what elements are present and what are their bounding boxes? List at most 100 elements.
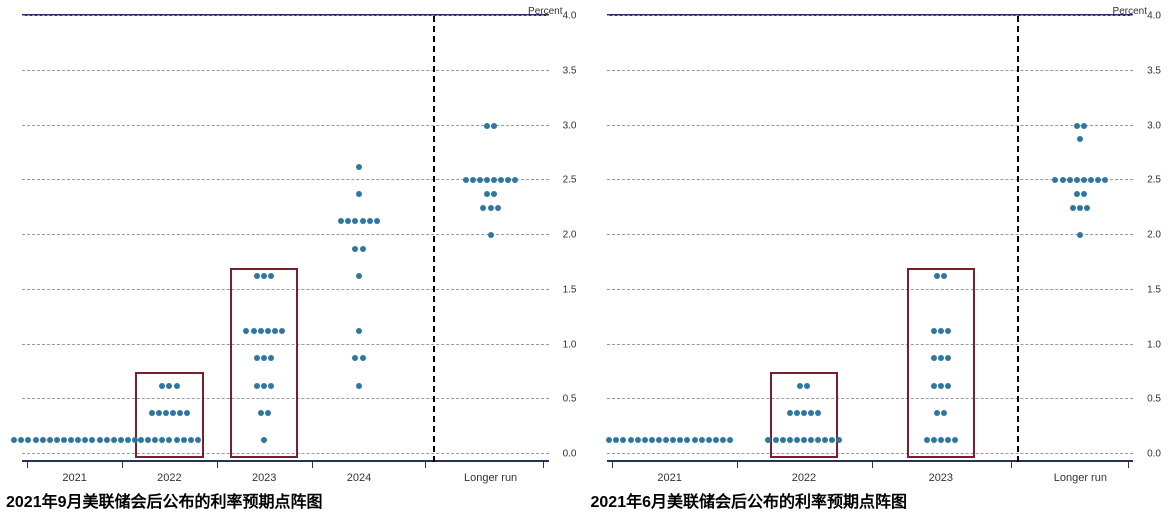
data-dot — [25, 437, 31, 443]
data-dot — [1077, 232, 1083, 238]
gridline — [22, 70, 549, 71]
data-dot — [945, 383, 951, 389]
data-dot — [628, 437, 634, 443]
y-tick-label: 0.5 — [563, 394, 577, 405]
data-dot — [166, 437, 172, 443]
data-dot — [243, 328, 249, 334]
data-dot — [356, 273, 362, 279]
data-dot — [787, 437, 793, 443]
data-dot — [808, 410, 814, 416]
data-dot — [808, 437, 814, 443]
data-dot — [801, 437, 807, 443]
data-dot — [606, 437, 612, 443]
data-dot — [170, 410, 176, 416]
data-dot — [1060, 177, 1066, 183]
y-tick-label: 2.5 — [563, 175, 577, 186]
data-dot — [934, 273, 940, 279]
y-tick-label: 4.0 — [563, 11, 577, 22]
data-dot — [642, 437, 648, 443]
data-dot — [713, 437, 719, 443]
gridline — [22, 125, 549, 126]
data-dot — [177, 410, 183, 416]
data-dot — [268, 355, 274, 361]
data-dot — [33, 437, 39, 443]
data-dot — [360, 246, 366, 252]
data-dot — [480, 205, 486, 211]
x-tick — [543, 462, 544, 468]
data-dot — [268, 273, 274, 279]
data-dot — [491, 177, 497, 183]
data-dot — [780, 437, 786, 443]
x-tick — [312, 462, 313, 468]
data-dot — [1074, 177, 1080, 183]
data-dot — [663, 437, 669, 443]
x-axis-line — [22, 460, 549, 462]
data-dot — [945, 355, 951, 361]
data-dot — [18, 437, 24, 443]
data-dot — [635, 437, 641, 443]
data-dot — [670, 437, 676, 443]
data-dot — [765, 437, 771, 443]
y-tick-label: 2.0 — [563, 230, 577, 241]
data-dot — [125, 437, 131, 443]
data-dot — [1088, 177, 1094, 183]
panel-right: Percent0.00.51.01.52.02.53.03.54.0202120… — [585, 0, 1169, 525]
caption-left: 2021年9月美联储会后公布的利率预期点阵图 — [4, 488, 581, 512]
data-dot — [61, 437, 67, 443]
y-tick-label: 2.5 — [1147, 175, 1161, 186]
y-tick-label: 3.5 — [1147, 65, 1161, 76]
data-dot — [1074, 191, 1080, 197]
data-dot — [727, 437, 733, 443]
data-dot — [149, 410, 155, 416]
data-dot — [488, 232, 494, 238]
data-dot — [931, 355, 937, 361]
data-dot — [97, 437, 103, 443]
data-dot — [11, 437, 17, 443]
data-dot — [924, 437, 930, 443]
data-dot — [195, 437, 201, 443]
y-tick-label: 3.0 — [1147, 120, 1161, 131]
data-dot — [477, 177, 483, 183]
x-tick — [737, 462, 738, 468]
data-dot — [938, 383, 944, 389]
x-label: 2021 — [657, 472, 681, 484]
data-dot — [1077, 136, 1083, 142]
data-dot — [265, 328, 271, 334]
plot-right: Percent0.00.51.01.52.02.53.03.54.0202120… — [607, 14, 1134, 454]
data-dot — [145, 437, 151, 443]
x-tick — [217, 462, 218, 468]
data-dot — [1081, 191, 1087, 197]
data-dot — [1081, 177, 1087, 183]
data-dot — [174, 383, 180, 389]
data-dot — [470, 177, 476, 183]
x-label: 2023 — [929, 472, 953, 484]
data-dot — [815, 410, 821, 416]
data-dot — [261, 355, 267, 361]
y-tick-label: 3.5 — [563, 65, 577, 76]
gridline — [607, 70, 1134, 71]
page: Percent0.00.51.01.52.02.53.03.54.0202120… — [0, 0, 1169, 525]
data-dot — [699, 437, 705, 443]
x-tick — [122, 462, 123, 468]
data-dot — [945, 437, 951, 443]
data-dot — [692, 437, 698, 443]
plot-left: Percent0.00.51.01.52.02.53.03.54.0202120… — [22, 14, 549, 454]
data-dot — [941, 410, 947, 416]
data-dot — [374, 218, 380, 224]
data-dot — [829, 437, 835, 443]
data-dot — [338, 218, 344, 224]
highlight-box — [907, 268, 975, 459]
data-dot — [181, 437, 187, 443]
data-dot — [184, 410, 190, 416]
x-tick — [1128, 462, 1129, 468]
data-dot — [75, 437, 81, 443]
y-tick-label: 1.5 — [1147, 284, 1161, 295]
data-dot — [1074, 123, 1080, 129]
longer-run-separator — [433, 16, 435, 462]
gridline — [22, 234, 549, 235]
highlight-box — [230, 268, 298, 459]
x-label: 2023 — [252, 472, 276, 484]
data-dot — [488, 205, 494, 211]
data-dot — [163, 410, 169, 416]
data-dot — [152, 437, 158, 443]
